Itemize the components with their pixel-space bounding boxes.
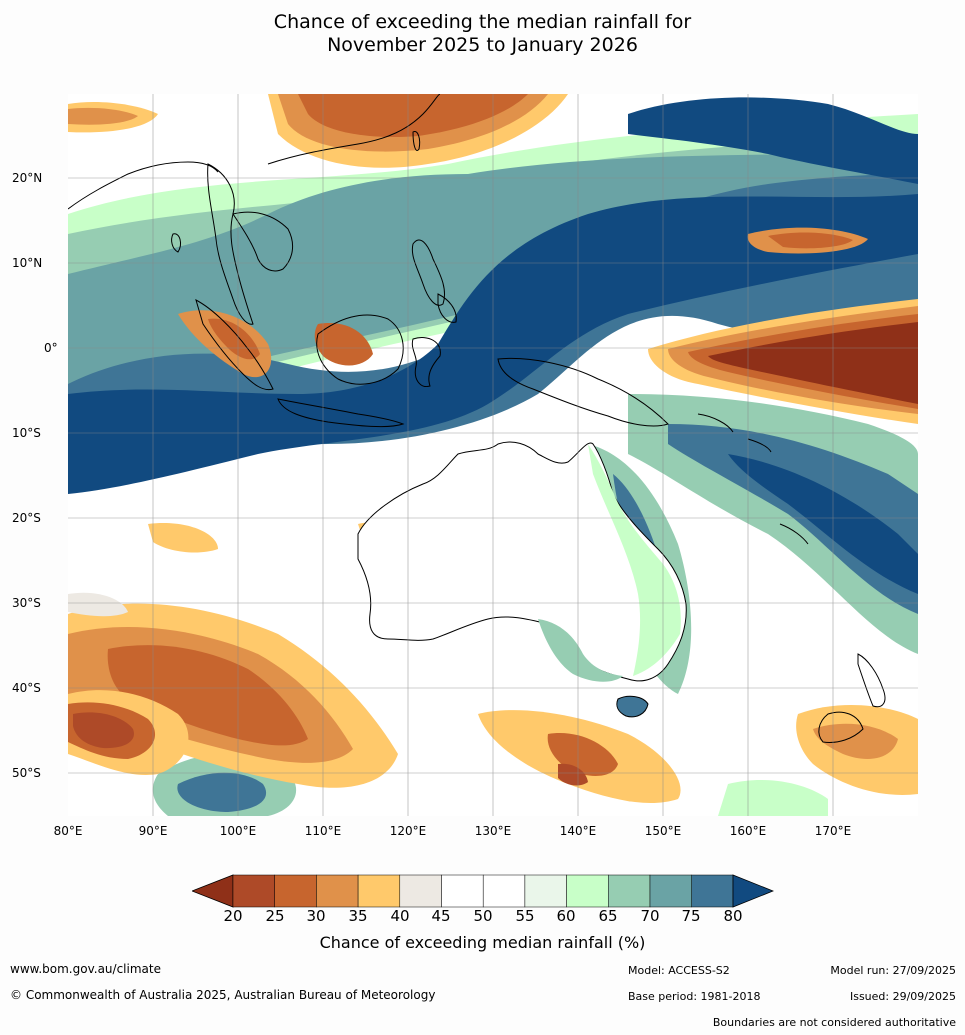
colorbar-high-extend — [732, 874, 775, 908]
colorbar-tick-70: 70 — [640, 907, 660, 925]
map-title-line2: November 2025 to January 2026 — [327, 34, 638, 56]
graticule — [68, 94, 918, 816]
lat-label-10s: 10°S — [12, 426, 41, 440]
colorbar-tick-35: 35 — [348, 907, 368, 925]
colorbar-tick-60: 60 — [556, 907, 576, 925]
colorbar-tick-45: 45 — [431, 907, 451, 925]
island-outlines — [68, 94, 886, 743]
colorbar-swatch-25-30 — [274, 874, 317, 908]
lat-label-50s: 50°S — [12, 766, 41, 780]
model-name: Model: ACCESS-S2 — [628, 964, 730, 977]
lat-label-20n: 20°N — [12, 171, 43, 185]
colorbar-tick-80: 80 — [723, 907, 743, 925]
lon-label-80e: 80°E — [53, 824, 83, 838]
colorbar-swatch-40-45 — [399, 874, 442, 908]
colorbar-swatch-30-35 — [316, 874, 359, 908]
colorbar-swatch-45-50 — [441, 874, 484, 908]
australia-landmass — [357, 441, 687, 718]
colorbar-tick-75: 75 — [681, 907, 701, 925]
colorbar-swatch-75-80 — [691, 874, 734, 908]
lat-label-40s: 40°S — [12, 681, 41, 695]
base-period: Base period: 1981-2018 — [628, 990, 761, 1003]
colorbar-tick-25: 25 — [265, 907, 285, 925]
model-run-date: Model run: 27/09/2025 — [830, 964, 956, 977]
colorbar-tick-20: 20 — [223, 907, 243, 925]
colorbar-tick-50: 50 — [473, 907, 493, 925]
issued-date: Issued: 29/09/2025 — [849, 990, 956, 1003]
rainfall-outlook-map — [68, 94, 918, 816]
lon-label-100e: 100°E — [219, 824, 257, 838]
colorbar-tick-55: 55 — [515, 907, 535, 925]
colorbar-swatch-65-70 — [608, 874, 651, 908]
lon-label-170e: 170°E — [814, 824, 852, 838]
colorbar-low-extend — [190, 874, 234, 908]
colorbar-tick-40: 40 — [390, 907, 410, 925]
colorbar-swatch-70-75 — [649, 874, 692, 908]
lon-label-90e: 90°E — [138, 824, 168, 838]
copyright-text: © Commonwealth of Australia 2025, Austra… — [10, 988, 436, 1002]
colorbar-swatch-55-60 — [524, 874, 567, 908]
boundaries-disclaimer: Boundaries are not considered authoritat… — [712, 1016, 956, 1029]
colorbar-tick-65: 65 — [598, 907, 618, 925]
lon-label-120e: 120°E — [389, 824, 427, 838]
colorbar-swatch-35-40 — [357, 874, 401, 908]
lon-label-110e: 110°E — [304, 824, 342, 838]
lat-label-10n: 10°N — [12, 256, 43, 270]
colorbar-label: Chance of exceeding median rainfall (%) — [319, 933, 646, 952]
colorbar-swatch-20-25 — [232, 874, 275, 908]
lon-label-160e: 160°E — [729, 824, 767, 838]
lon-label-150e: 150°E — [644, 824, 682, 838]
colorbar — [190, 874, 775, 908]
colorbar-swatch-60-65 — [566, 874, 609, 908]
lat-label-30s: 30°S — [12, 596, 41, 610]
lon-label-140e: 140°E — [559, 824, 597, 838]
map-title-line1: Chance of exceeding the median rainfall … — [273, 11, 692, 33]
lat-label-0: 0° — [44, 341, 58, 355]
colorbar-swatch-50-55 — [482, 874, 526, 908]
lat-label-20s: 20°S — [12, 511, 41, 525]
colorbar-tick-30: 30 — [306, 907, 326, 925]
lon-label-130e: 130°E — [474, 824, 512, 838]
website-link[interactable]: www.bom.gov.au/climate — [10, 962, 161, 976]
